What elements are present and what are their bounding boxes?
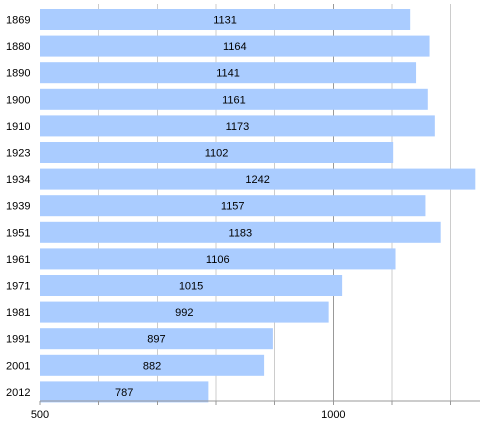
value-label-2012: 787 xyxy=(115,387,133,399)
bar-2001 xyxy=(40,354,265,376)
category-label-1961: 1961 xyxy=(6,254,30,266)
bar-1890 xyxy=(40,62,417,84)
bar-1939 xyxy=(40,195,426,217)
x-axis: 500 1000 xyxy=(31,400,480,421)
category-label-1900: 1900 xyxy=(6,94,30,106)
category-label-1869: 1869 xyxy=(6,15,30,27)
category-label-1923: 1923 xyxy=(6,148,30,160)
value-label-1971: 1015 xyxy=(179,281,203,293)
bar-2012 xyxy=(40,381,209,403)
value-label-1890: 1141 xyxy=(216,68,240,80)
category-label-1934: 1934 xyxy=(6,174,30,186)
category-label-2012: 2012 xyxy=(6,387,30,399)
x-tick-label-500: 500 xyxy=(31,409,49,421)
value-label-1923: 1102 xyxy=(205,148,229,160)
labels: 1869 1131 1880 1164 1890 1141 1900 1161 1910 1173… xyxy=(6,15,270,399)
x-tick-label-1000: 1000 xyxy=(321,409,345,421)
value-label-1961: 1106 xyxy=(206,254,230,266)
category-label-2001: 2001 xyxy=(6,360,30,372)
bar-1951 xyxy=(40,221,441,243)
bar-1981 xyxy=(40,301,329,323)
value-label-1869: 1131 xyxy=(213,15,237,27)
bar-1934 xyxy=(40,168,476,190)
value-label-1880: 1164 xyxy=(223,41,247,53)
bar-1910 xyxy=(40,115,435,137)
value-label-1981: 992 xyxy=(175,307,193,319)
category-label-1971: 1971 xyxy=(6,281,30,293)
category-label-1890: 1890 xyxy=(6,68,30,80)
bars xyxy=(40,9,476,403)
value-label-1951: 1183 xyxy=(229,227,253,239)
category-label-1910: 1910 xyxy=(6,121,30,133)
bar-1923 xyxy=(40,142,394,163)
value-label-2001: 882 xyxy=(143,360,161,372)
bar-1880 xyxy=(40,35,430,57)
bar-1869 xyxy=(40,9,411,30)
bar-1900 xyxy=(40,88,428,110)
bar-1961 xyxy=(40,248,396,270)
value-label-1934: 1242 xyxy=(245,174,269,186)
value-label-1900: 1161 xyxy=(222,94,246,106)
category-label-1991: 1991 xyxy=(6,334,30,346)
category-label-1939: 1939 xyxy=(6,201,30,213)
value-label-1991: 897 xyxy=(147,334,165,346)
value-label-1910: 1173 xyxy=(226,121,250,133)
value-label-1939: 1157 xyxy=(221,201,245,213)
category-label-1880: 1880 xyxy=(6,41,30,53)
category-label-1951: 1951 xyxy=(6,227,30,239)
bar-1991 xyxy=(40,328,273,350)
bar-1971 xyxy=(40,275,343,296)
category-label-1981: 1981 xyxy=(6,307,30,319)
